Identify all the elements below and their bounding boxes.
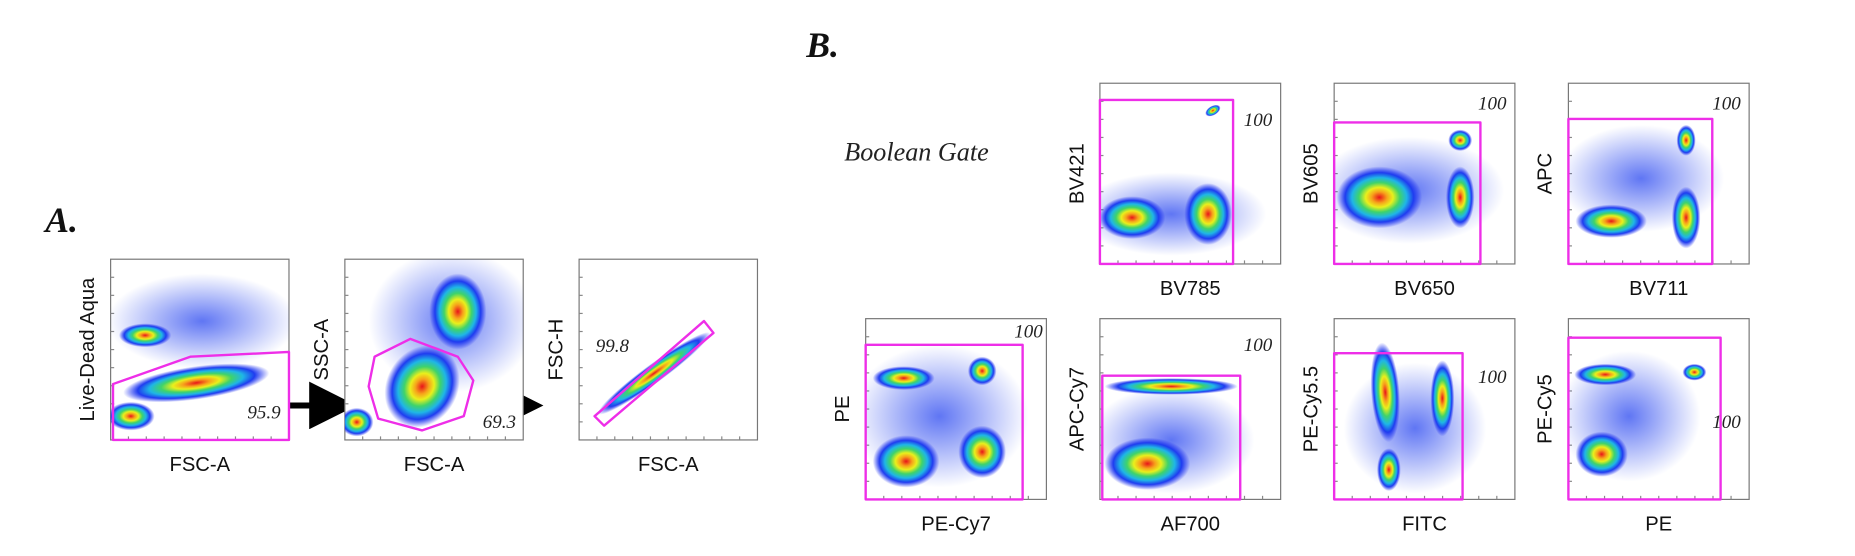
y-axis-label: PE-Cy5 — [1535, 374, 1557, 444]
density-population — [344, 407, 374, 437]
gate-value: 100 — [1478, 93, 1507, 114]
y-axis-label: Live-Dead Aqua — [77, 277, 99, 422]
density-population — [1448, 129, 1473, 152]
y-axis-label: BV605 — [1301, 143, 1323, 204]
event-cloud — [110, 273, 289, 369]
density-population — [1574, 363, 1637, 386]
x-axis-label: FITC — [1402, 513, 1447, 535]
gate — [593, 319, 715, 427]
gate — [111, 350, 291, 442]
density-population — [1575, 204, 1647, 238]
density-population — [1376, 448, 1401, 492]
x-axis-label: FSC-A — [169, 454, 230, 476]
density-population — [1445, 166, 1475, 229]
density-population — [123, 363, 270, 403]
x-axis-label: PE — [1645, 513, 1672, 535]
density-population — [967, 356, 997, 386]
density-population — [118, 323, 172, 348]
density-population — [597, 332, 711, 415]
y-axis-label: APC-Cy7 — [1066, 367, 1088, 451]
gate — [1567, 336, 1722, 501]
x-axis-label: BV785 — [1160, 278, 1221, 300]
gate — [367, 337, 475, 432]
density-population — [1671, 186, 1701, 249]
panel-label: B. — [805, 25, 839, 65]
density-population — [872, 366, 935, 391]
density-population — [1575, 431, 1628, 477]
density-population — [1104, 437, 1191, 490]
density-population — [110, 401, 155, 431]
y-axis-label: APC — [1535, 153, 1557, 195]
x-axis-label: PE-Cy7 — [921, 513, 991, 535]
x-axis-label: FSC-A — [404, 454, 465, 476]
density-population — [1104, 378, 1238, 395]
gate-value: 99.8 — [596, 336, 630, 357]
gate-value: 100 — [1014, 322, 1043, 343]
gate-value: 69.3 — [483, 412, 516, 433]
density-population — [1205, 104, 1221, 117]
panel-label: A. — [43, 200, 78, 240]
y-axis-label: PE — [832, 396, 854, 423]
density-population — [958, 425, 1006, 478]
density-population — [1370, 342, 1400, 443]
density-population — [1099, 196, 1166, 239]
y-axis-label: BV421 — [1066, 143, 1088, 204]
gate-value: 100 — [1712, 412, 1741, 433]
density-population — [1682, 363, 1707, 381]
y-axis-label: PE-Cy5.5 — [1301, 366, 1323, 452]
density-population — [1430, 360, 1455, 437]
x-axis-label: FSC-A — [638, 454, 699, 476]
gate — [1101, 374, 1242, 501]
gate-value: 100 — [1478, 367, 1507, 388]
gate-value: 95.9 — [247, 403, 281, 424]
density-population — [1676, 124, 1696, 156]
gate — [864, 343, 1024, 501]
gate — [1567, 117, 1714, 266]
x-axis-label: BV650 — [1394, 278, 1455, 300]
density-population — [1336, 166, 1423, 229]
boolean-gate-label: Boolean Gate — [844, 138, 989, 167]
gate-value: 100 — [1244, 335, 1273, 356]
gate — [1332, 121, 1482, 266]
x-axis-label: AF700 — [1161, 513, 1221, 535]
gate — [1332, 351, 1464, 501]
density-population — [384, 345, 460, 428]
gate-value: 100 — [1244, 110, 1273, 131]
density-population — [1184, 183, 1232, 245]
y-axis-label: FSC-H — [545, 319, 567, 381]
density-population — [429, 273, 487, 350]
gate-value: 100 — [1712, 93, 1741, 114]
density-population — [872, 435, 940, 488]
x-axis-label: BV711 — [1629, 278, 1688, 300]
event-cloud — [1343, 362, 1487, 494]
y-axis-label: SSC-A — [311, 318, 333, 380]
gate — [1098, 98, 1235, 266]
